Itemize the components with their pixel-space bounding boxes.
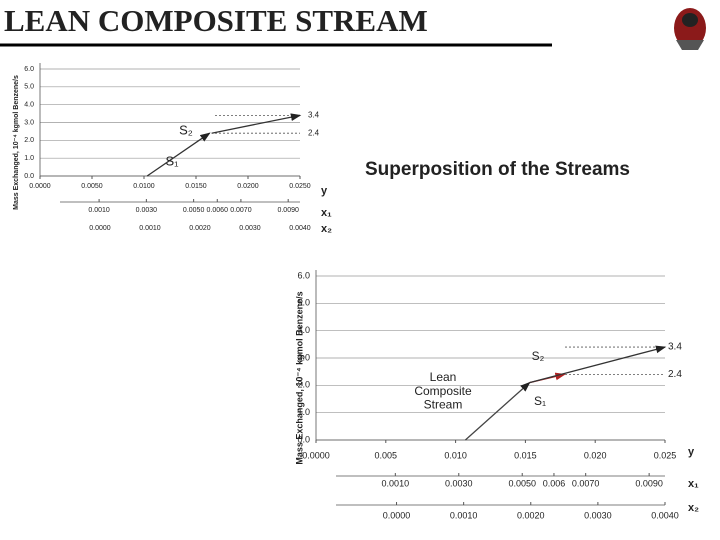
secondary-tick-label: 0.0030 [239, 225, 261, 232]
reference-label: 3.4 [668, 342, 682, 353]
secondary-axis-name: x₂ [321, 223, 332, 235]
secondary-tick-label: 0.0050 [183, 207, 205, 214]
x-axis-name: y [321, 185, 328, 197]
secondary-tick-label: 0.0030 [445, 478, 473, 488]
y-tick-label: 6.0 [297, 270, 310, 280]
secondary-tick-label: 0.0040 [651, 510, 679, 520]
secondary-axis-name: x₂ [688, 502, 699, 514]
secondary-tick-label: 0.0070 [230, 207, 252, 214]
x-tick-label: 0.0100 [133, 183, 155, 190]
y-tick-label: 2.0 [24, 137, 34, 144]
series-label: S₂ [179, 122, 193, 137]
secondary-tick-label: 0.0050 [508, 478, 536, 488]
secondary-tick-label: 0.0010 [88, 207, 110, 214]
y-tick-label: 6.0 [24, 66, 34, 73]
x-tick-label: 0.010 [444, 450, 467, 460]
x-tick-label: 0.0150 [185, 183, 207, 190]
x-tick-label: 0.0250 [289, 183, 311, 190]
secondary-tick-label: 0.006 [543, 478, 566, 488]
y-tick-label: 1.0 [24, 155, 34, 162]
x-tick-label: 0.0000 [302, 450, 330, 460]
x-tick-label: 0.025 [654, 450, 677, 460]
series-label: Lean Composite Stream [414, 370, 472, 412]
x-axis-name: y [688, 446, 695, 458]
secondary-tick-label: 0.0030 [584, 510, 612, 520]
series-line [529, 345, 667, 384]
y-axis-label: Mass Exchanged, 10⁻⁴ kgmol Benzene/s [294, 291, 304, 464]
y-tick-label: 3.0 [24, 119, 34, 126]
x-tick-label: 0.020 [584, 450, 607, 460]
secondary-tick-label: 0.0060 [207, 207, 229, 214]
x-tick-label: 0.0200 [237, 183, 259, 190]
y-tick-label: 3.0 [297, 352, 310, 362]
secondary-tick-label: 0.0000 [383, 510, 411, 520]
reference-label: 2.4 [308, 128, 320, 137]
x-tick-label: 0.0050 [81, 183, 103, 190]
secondary-tick-label: 0.0000 [89, 225, 111, 232]
x-tick-label: 0.005 [375, 450, 398, 460]
secondary-axis-name: x₁ [688, 478, 699, 490]
reference-label: 2.4 [668, 369, 682, 380]
series-label: S₁ [165, 153, 179, 168]
secondary-tick-label: 0.0040 [289, 225, 311, 232]
y-tick-label: 0.0 [297, 434, 310, 444]
secondary-tick-label: 0.0090 [277, 207, 299, 214]
y-tick-label: 5.0 [24, 84, 34, 91]
logo [674, 8, 706, 50]
secondary-tick-label: 0.0020 [189, 225, 211, 232]
secondary-tick-label: 0.0010 [382, 478, 410, 488]
y-tick-label: 4.0 [297, 325, 310, 335]
secondary-axis-name: x₁ [321, 207, 332, 219]
y-axis-label: Mass Exchanged, 10⁻⁴ kgmol Benzene/s [13, 75, 20, 210]
secondary-tick-label: 0.0090 [635, 478, 663, 488]
slide-heading: Superposition of the Streams [365, 159, 630, 180]
series-label: S₁ [534, 394, 546, 408]
series-label: S₂ [532, 349, 545, 363]
y-tick-label: 0.0 [24, 173, 34, 180]
secondary-tick-label: 0.0070 [572, 478, 600, 488]
series-line [211, 113, 302, 134]
y-tick-label: 5.0 [297, 298, 310, 308]
y-tick-label: 4.0 [24, 102, 34, 109]
x-tick-label: 0.015 [514, 450, 537, 460]
series-line [146, 132, 211, 177]
x-tick-label: 0.0000 [29, 183, 51, 190]
y-tick-label: 1.0 [297, 407, 310, 417]
secondary-tick-label: 0.0020 [517, 510, 545, 520]
reference-label: 3.4 [308, 110, 320, 119]
y-tick-label: 2.0 [297, 380, 310, 390]
series-line [464, 381, 531, 441]
secondary-tick-label: 0.0010 [139, 225, 161, 232]
slide-title: LEAN COMPOSITE STREAM [4, 3, 428, 38]
secondary-tick-label: 0.0030 [136, 207, 158, 214]
secondary-tick-label: 0.0010 [450, 510, 478, 520]
